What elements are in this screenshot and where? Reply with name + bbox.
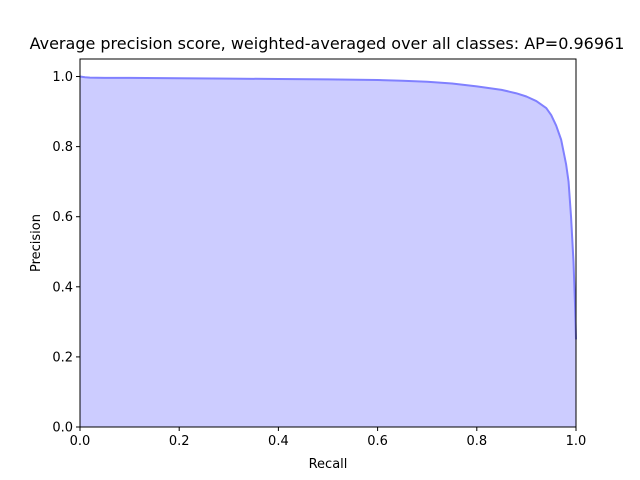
chart-title: Average precision score, weighted-averag…: [30, 34, 625, 53]
x-tick-label: 0.2: [169, 434, 190, 449]
pr-area-fill: [80, 76, 576, 428]
y-tick-label: 0.0: [52, 421, 73, 436]
axes-frame: [79, 58, 577, 428]
x-tick-label: 0.0: [70, 434, 91, 449]
x-tick-label: 0.6: [367, 434, 388, 449]
x-tick-label: 0.8: [466, 434, 487, 449]
x-tick-label: 1.0: [566, 434, 587, 449]
y-tick-label: 0.4: [52, 280, 73, 295]
y-tick-label: 0.6: [52, 210, 73, 225]
x-axis-ticks: 0.0 0.2 0.4 0.6 0.8 1.0: [70, 427, 587, 449]
plot-area: [79, 75, 577, 428]
y-tick-label: 1.0: [52, 70, 73, 85]
y-tick-label: 0.2: [52, 350, 73, 365]
x-axis-label: Recall: [309, 457, 348, 472]
pr-curve-line: [79, 75, 577, 340]
y-tick-label: 0.8: [52, 140, 73, 155]
y-axis-ticks: 0.0 0.2 0.4 0.6 0.8 1.0: [52, 70, 80, 436]
y-axis-label: Precision: [29, 214, 44, 272]
x-tick-label: 0.4: [268, 434, 289, 449]
